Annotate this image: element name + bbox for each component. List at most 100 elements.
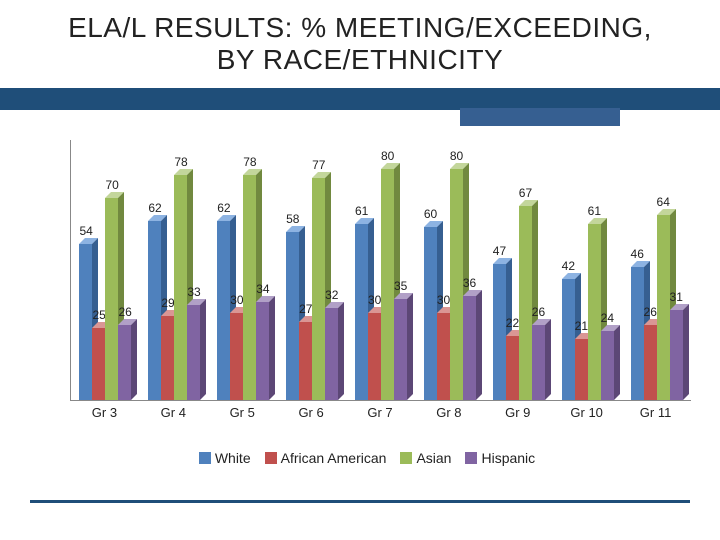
bar-value: 26	[532, 305, 545, 319]
bar-value: 80	[450, 149, 463, 163]
bar-group: 42216124	[562, 140, 614, 400]
bar-value: 34	[256, 282, 269, 296]
bar-value: 61	[588, 204, 601, 218]
legend-label: Hispanic	[481, 450, 535, 466]
bar-value: 61	[355, 204, 368, 218]
bar: 80	[381, 169, 394, 400]
bar: 67	[519, 206, 532, 400]
bar-value: 22	[506, 316, 519, 330]
bar-value: 33	[187, 285, 200, 299]
bar-value: 21	[575, 319, 588, 333]
bar: 25	[92, 328, 105, 400]
x-label: Gr 10	[556, 405, 616, 420]
bar-value: 47	[493, 244, 506, 258]
bar: 31	[670, 310, 683, 400]
bar: 42	[562, 279, 575, 400]
bar-value: 36	[463, 276, 476, 290]
bar-value: 27	[299, 302, 312, 316]
bar: 61	[588, 224, 601, 400]
bar-value: 32	[325, 288, 338, 302]
plot-area: 5425702662297833623078345827773261308035…	[70, 140, 691, 401]
bar: 70	[105, 198, 118, 400]
bar-value: 42	[562, 259, 575, 273]
bar-value: 46	[631, 247, 644, 261]
bar-value: 70	[105, 178, 118, 192]
bar-value: 26	[644, 305, 657, 319]
x-label: Gr 6	[281, 405, 341, 420]
bar: 47	[493, 264, 506, 400]
bar-group: 58277732	[286, 140, 338, 400]
bar-value: 24	[601, 311, 614, 325]
bar-value: 80	[381, 149, 394, 163]
bar: 62	[148, 221, 161, 400]
bar-value: 58	[286, 212, 299, 226]
bar: 78	[243, 175, 256, 400]
bar: 24	[601, 331, 614, 400]
legend-swatch	[465, 452, 477, 464]
bar-group: 60308036	[424, 140, 476, 400]
bar-group: 62307834	[217, 140, 269, 400]
bar-group: 47226726	[493, 140, 545, 400]
x-label: Gr 4	[143, 405, 203, 420]
bar: 26	[118, 325, 131, 400]
x-label: Gr 8	[419, 405, 479, 420]
bar-value: 54	[79, 224, 92, 238]
title-band: ELA/L RESULTS: % MEETING/EXCEEDING, BY R…	[0, 0, 720, 110]
bar: 26	[532, 325, 545, 400]
bar-group: 61308035	[355, 140, 407, 400]
bar-value: 67	[519, 186, 532, 200]
x-label: Gr 5	[212, 405, 272, 420]
legend: WhiteAfrican AmericanAsianHispanic	[0, 450, 720, 466]
bar: 26	[644, 325, 657, 400]
legend-swatch	[400, 452, 412, 464]
bar-value: 26	[118, 305, 131, 319]
bar-value: 25	[92, 308, 105, 322]
title-line-1: ELA/L RESULTS: % MEETING/EXCEEDING,	[68, 12, 652, 43]
title-line-2: BY RACE/ETHNICITY	[217, 44, 503, 75]
bar-value: 77	[312, 158, 325, 172]
bar-value: 78	[174, 155, 187, 169]
bar: 36	[463, 296, 476, 400]
bar: 78	[174, 175, 187, 400]
chart: 5425702662297833623078345827773261308035…	[30, 140, 690, 440]
bar: 46	[631, 267, 644, 400]
bar: 61	[355, 224, 368, 400]
bar: 33	[187, 305, 200, 400]
bar: 21	[575, 339, 588, 400]
footer-rule	[30, 500, 690, 503]
legend-swatch	[199, 452, 211, 464]
legend-swatch	[265, 452, 277, 464]
bar-value: 35	[394, 279, 407, 293]
bar-value: 30	[230, 293, 243, 307]
bar: 58	[286, 232, 299, 400]
bar: 80	[450, 169, 463, 400]
legend-label: White	[215, 450, 251, 466]
bar-value: 29	[161, 296, 174, 310]
bar: 77	[312, 178, 325, 400]
bar: 29	[161, 316, 174, 400]
bar-value: 78	[243, 155, 256, 169]
bar-value: 30	[368, 293, 381, 307]
title-underline	[0, 88, 720, 110]
bar: 60	[424, 227, 437, 400]
bar: 54	[79, 244, 92, 400]
bar: 27	[299, 322, 312, 400]
bar-group: 62297833	[148, 140, 200, 400]
bar-value: 31	[670, 290, 683, 304]
bar: 30	[368, 313, 381, 400]
bar: 35	[394, 299, 407, 400]
bar-group: 46266431	[631, 140, 683, 400]
bar: 30	[230, 313, 243, 400]
bar-value: 60	[424, 207, 437, 221]
x-label: Gr 9	[488, 405, 548, 420]
bar: 32	[325, 308, 338, 400]
legend-label: African American	[281, 450, 387, 466]
bar: 64	[657, 215, 670, 400]
bar: 62	[217, 221, 230, 400]
title-accent	[460, 108, 620, 126]
bar-value: 62	[217, 201, 230, 215]
bar-value: 30	[437, 293, 450, 307]
x-label: Gr 7	[350, 405, 410, 420]
bar: 22	[506, 336, 519, 400]
x-label: Gr 11	[625, 405, 685, 420]
